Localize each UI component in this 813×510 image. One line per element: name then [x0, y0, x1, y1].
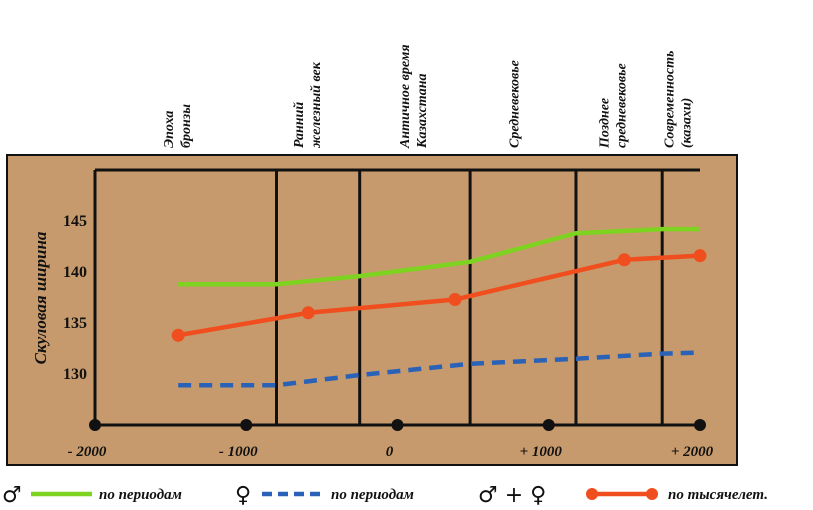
y-axis-label: Скуловая ширина — [31, 231, 50, 364]
x-tick-marker — [542, 419, 555, 431]
legend-label: по тысячелет. — [668, 487, 768, 503]
data-point — [693, 249, 707, 263]
y-axis: 145 140 135 130 Скуловая ширина — [31, 213, 87, 383]
x-tick-label: 0 — [386, 444, 394, 460]
x-tick-marker — [89, 419, 101, 431]
y-tick-label: 130 — [63, 366, 87, 383]
legend-swatch-dot — [646, 488, 658, 500]
legend: ♂ по периодам ♀ по периодам ♂ + ♀ по тысячеле… — [2, 483, 768, 508]
female-symbol: ♀ — [235, 483, 251, 508]
legend-swatch-dot — [586, 488, 598, 500]
x-tick-marker — [391, 419, 404, 431]
data-point — [448, 293, 462, 307]
data-point — [171, 328, 185, 342]
x-tick-label: - 2000 — [68, 444, 107, 460]
period-label: бронзы — [179, 104, 194, 148]
x-axis: - 2000 - 1000 0 + 1000 + 2000 — [68, 419, 714, 460]
combined-symbol: ♂ + ♀ — [478, 483, 546, 508]
series-line — [178, 226, 700, 287]
period-label: (казахи) — [680, 98, 695, 148]
legend-label: по периодам — [331, 487, 414, 503]
period-label: Ранний — [292, 102, 307, 148]
period-label: железный век — [309, 61, 324, 148]
x-tick-marker — [694, 419, 706, 431]
x-tick-label: - 1000 — [219, 444, 258, 460]
series-lines — [171, 226, 707, 388]
data-point — [617, 253, 631, 267]
period-label: Современность — [663, 51, 678, 148]
male-symbol: ♂ — [2, 483, 22, 508]
period-label: Позднее — [598, 98, 613, 149]
period-label: Казахстана — [415, 74, 430, 149]
x-tick-label: + 2000 — [671, 444, 714, 460]
x-tick-marker — [240, 419, 253, 431]
y-tick-label: 145 — [63, 213, 87, 230]
legend-label: по периодам — [99, 487, 182, 503]
series-line — [178, 350, 701, 388]
x-tick-label: + 1000 — [520, 444, 563, 460]
y-tick-label: 140 — [63, 264, 87, 281]
period-label: Средневековье — [508, 60, 523, 148]
y-tick-label: 135 — [63, 315, 87, 332]
period-label: средневековье — [615, 63, 630, 148]
data-point — [301, 306, 315, 320]
period-label: Античное время — [398, 44, 413, 149]
plot-background — [6, 154, 738, 466]
period-labels: Эпоха бронзы Ранний железный век Античное вр… — [162, 44, 695, 149]
period-label: Эпоха — [162, 111, 177, 148]
